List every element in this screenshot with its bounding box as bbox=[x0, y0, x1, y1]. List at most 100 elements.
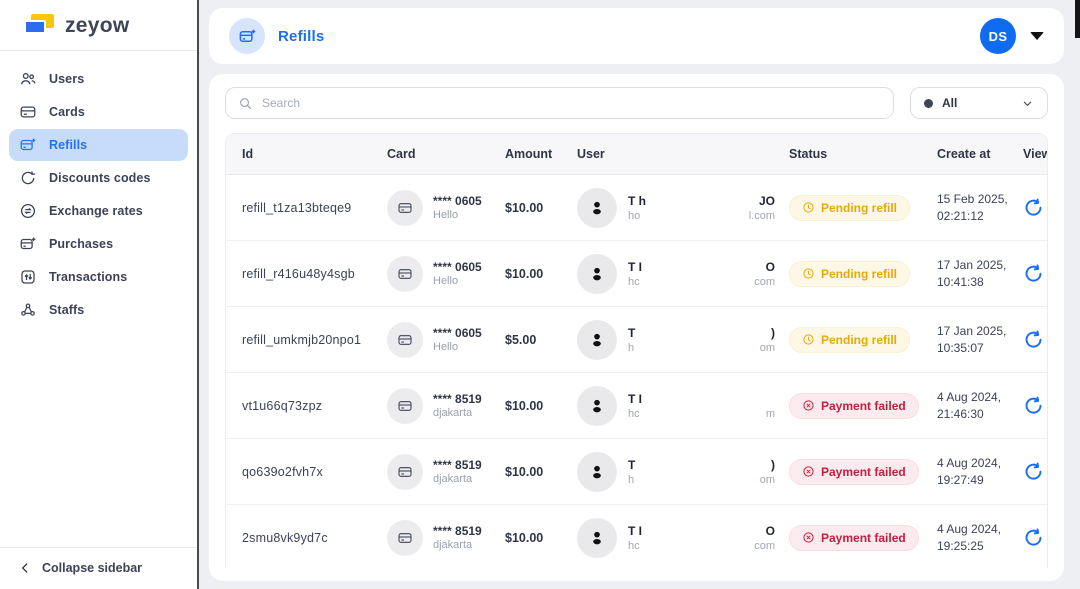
created-at: 15 Feb 2025, 02:21:12 bbox=[937, 192, 1008, 223]
sidebar-item-label: Staffs bbox=[49, 303, 85, 317]
col-header-create-at: Create at bbox=[937, 146, 991, 161]
card-cell: **** 8519 djakarta bbox=[387, 519, 505, 556]
table-row: refill_r416u48y4sgb **** 0605 Hello $10.… bbox=[226, 241, 1047, 307]
user-email: hc m bbox=[628, 407, 775, 420]
sidebar-item-discounts-codes[interactable]: Discounts codes bbox=[9, 162, 188, 194]
amount: $10.00 bbox=[505, 398, 544, 413]
created-at: 4 Aug 2024, 21:46:30 bbox=[937, 390, 1002, 421]
amount: $5.00 bbox=[505, 332, 537, 347]
card-last4: **** 8519 bbox=[433, 524, 482, 538]
status-badge: Pending refill bbox=[789, 326, 911, 353]
col-header-card: Card bbox=[387, 146, 416, 161]
search-box bbox=[225, 87, 894, 119]
card-cell: **** 0605 Hello bbox=[387, 321, 505, 358]
amount: $10.00 bbox=[505, 266, 544, 281]
card-cell: **** 8519 djakarta bbox=[387, 453, 505, 490]
col-header-amount: Amount bbox=[505, 146, 553, 161]
page-title: Refills bbox=[278, 27, 325, 45]
x-circle-icon bbox=[803, 466, 814, 477]
sidebar-item-label: Transactions bbox=[49, 270, 128, 284]
card-icon bbox=[387, 519, 423, 556]
chevron-down-icon bbox=[1023, 101, 1032, 106]
user-email: hc com bbox=[628, 539, 775, 552]
table-row: qo639o2fvh7x **** 8519 djakarta $10.00 T… bbox=[226, 439, 1047, 505]
user-cell: T) h om bbox=[577, 451, 789, 492]
sidebar-scrollbar[interactable] bbox=[197, 0, 199, 589]
status-filter-value: All bbox=[942, 96, 958, 110]
card-icon bbox=[387, 321, 423, 358]
card-icon bbox=[387, 255, 423, 292]
status-badge: Pending refill bbox=[789, 194, 911, 221]
sidebar-item-label: Purchases bbox=[49, 237, 114, 251]
refill-id: 2smu8vk9yd7c bbox=[242, 530, 328, 545]
users-icon bbox=[19, 70, 37, 88]
chevron-left-icon bbox=[22, 563, 28, 573]
sidebar-divider bbox=[0, 50, 197, 51]
card-last4: **** 0605 bbox=[433, 326, 482, 340]
purchases-icon bbox=[19, 235, 37, 253]
refills-table: Id Card Amount User Status Create at Vie… bbox=[225, 133, 1048, 568]
view-refill-button[interactable] bbox=[1023, 395, 1044, 416]
card-last4: **** 0605 bbox=[433, 194, 482, 208]
card-name: Hello bbox=[433, 209, 459, 221]
card-icon bbox=[387, 387, 423, 424]
refresh-view-icon bbox=[1025, 330, 1042, 348]
search-input[interactable] bbox=[262, 96, 881, 110]
avatar[interactable]: DS bbox=[980, 18, 1016, 54]
collapse-sidebar-button[interactable]: Collapse sidebar bbox=[0, 547, 197, 589]
user-avatar-icon bbox=[577, 451, 617, 492]
status-filter-select[interactable]: All bbox=[910, 87, 1048, 119]
sidebar-item-users[interactable]: Users bbox=[9, 63, 188, 95]
card-name: Hello bbox=[433, 275, 459, 287]
amount: $10.00 bbox=[505, 530, 544, 545]
card-name: djakarta bbox=[433, 539, 473, 551]
transactions-icon bbox=[19, 268, 37, 286]
page-scrollbar[interactable] bbox=[1075, 0, 1080, 589]
amount: $10.00 bbox=[505, 200, 544, 215]
sidebar-item-label: Users bbox=[49, 72, 85, 86]
user-email: h om bbox=[628, 473, 775, 486]
refresh-view-icon bbox=[1025, 396, 1042, 414]
status-badge: Pending refill bbox=[789, 260, 911, 287]
avatar-dropdown-caret-icon[interactable] bbox=[1030, 32, 1044, 40]
user-avatar-icon bbox=[577, 319, 617, 360]
refill-id: refill_umkmjb20npo1 bbox=[242, 332, 362, 347]
user-cell: T I hc m bbox=[577, 385, 789, 426]
view-refill-button[interactable] bbox=[1023, 461, 1044, 482]
x-circle-icon bbox=[803, 400, 814, 411]
view-refill-button[interactable] bbox=[1023, 527, 1044, 548]
user-avatar-icon bbox=[577, 385, 617, 426]
user-name: T h JO bbox=[628, 193, 775, 208]
user-cell: T h JO ho l.com bbox=[577, 187, 789, 228]
clock-icon bbox=[803, 334, 814, 345]
created-at: 17 Jan 2025, 10:41:38 bbox=[937, 258, 1007, 289]
sidebar-item-staffs[interactable]: Staffs bbox=[9, 294, 188, 326]
view-refill-button[interactable] bbox=[1023, 329, 1044, 350]
page-scrollbar-thumb[interactable] bbox=[1075, 0, 1080, 38]
clock-icon bbox=[803, 202, 814, 213]
sidebar-item-cards[interactable]: Cards bbox=[9, 96, 188, 128]
sidebar-item-purchases[interactable]: Purchases bbox=[9, 228, 188, 260]
table-row: refill_t1za13bteqe9 **** 0605 Hello $10.… bbox=[226, 175, 1047, 241]
sidebar-item-exchange-rates[interactable]: Exchange rates bbox=[9, 195, 188, 227]
table-row: 2smu8vk9yd7c **** 8519 djakarta $10.00 T… bbox=[226, 505, 1047, 568]
status-badge: Payment failed bbox=[789, 392, 919, 419]
sidebar-item-refills[interactable]: Refills bbox=[9, 129, 188, 161]
view-refill-button[interactable] bbox=[1023, 263, 1044, 284]
card-last4: **** 8519 bbox=[433, 392, 482, 406]
user-avatar-icon bbox=[577, 253, 617, 294]
table-row: refill_umkmjb20npo1 **** 0605 Hello $5.0… bbox=[226, 307, 1047, 373]
sidebar-item-label: Refills bbox=[49, 138, 88, 152]
sidebar-item-transactions[interactable]: Transactions bbox=[9, 261, 188, 293]
exchange-icon bbox=[19, 202, 37, 220]
sidebar-item-label: Discounts codes bbox=[49, 171, 151, 185]
view-refill-button[interactable] bbox=[1023, 197, 1044, 218]
status-badge: Payment failed bbox=[789, 524, 919, 551]
created-at: 17 Jan 2025, 10:35:07 bbox=[937, 324, 1007, 355]
filter-dot-icon bbox=[924, 98, 933, 108]
collapse-sidebar-label: Collapse sidebar bbox=[42, 561, 143, 575]
refill-id: qo639o2fvh7x bbox=[242, 464, 323, 479]
